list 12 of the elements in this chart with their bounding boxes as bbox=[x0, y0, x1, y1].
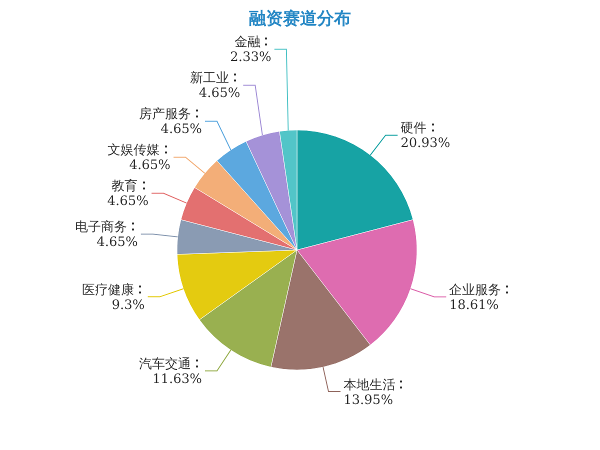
slice-label: 房产服务 bbox=[138, 107, 191, 122]
slice-label: 文娱传媒 bbox=[108, 143, 160, 158]
slice-label: 医疗健康 bbox=[82, 282, 134, 298]
slice-label: 金融 bbox=[234, 35, 260, 50]
slice-label: 企业服务 bbox=[449, 282, 502, 298]
slice-label: 硬件 bbox=[400, 121, 427, 136]
slice-label: 本地生活 bbox=[343, 378, 396, 393]
slice-label: 新工业 bbox=[190, 71, 230, 86]
slice-label: 教育 bbox=[112, 179, 138, 194]
slice-label: 汽车交通 bbox=[138, 356, 191, 372]
slice-label: 电子商务 bbox=[74, 220, 127, 236]
chart-title: 融资赛道分布 bbox=[249, 9, 351, 29]
